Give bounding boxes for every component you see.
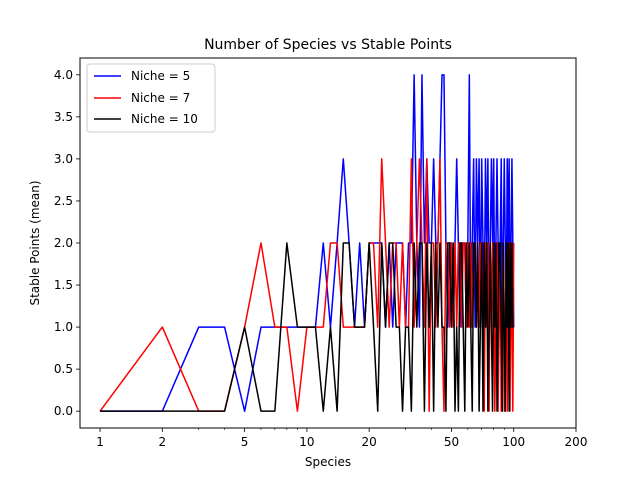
- y-tick-label: 2.5: [54, 194, 73, 208]
- y-axis-label: Stable Points (mean): [28, 180, 42, 305]
- x-tick-label: 5: [241, 435, 249, 449]
- series-line-niche-10: [100, 242, 514, 412]
- x-tick-label: 1: [96, 435, 104, 449]
- chart-title: Number of Species vs Stable Points: [204, 37, 452, 53]
- y-tick-label: 3.5: [54, 110, 73, 124]
- y-tick-label: 2.0: [54, 236, 73, 250]
- x-tick-label: 10: [299, 435, 314, 449]
- y-tick-label: 0.0: [54, 404, 73, 418]
- legend-label-niche-5: Niche = 5: [131, 69, 190, 83]
- y-axis-ticks: 0.0 0.5 1.0 1.5 2.0 2.5 3.0 3.5 4.0: [54, 68, 80, 418]
- x-axis-ticks: 1 2 5 10 20 50 100 200: [96, 428, 587, 449]
- y-tick-label: 1.5: [54, 278, 73, 292]
- x-tick-label: 20: [362, 435, 377, 449]
- x-tick-label: 2: [158, 435, 166, 449]
- x-axis-label: Species: [305, 455, 351, 469]
- legend: Niche = 5 Niche = 7 Niche = 10: [86, 63, 216, 133]
- y-tick-label: 4.0: [54, 68, 73, 82]
- legend-label-niche-7: Niche = 7: [131, 91, 190, 105]
- y-tick-label: 1.0: [54, 320, 73, 334]
- legend-box: [86, 63, 216, 133]
- x-tick-label: 100: [502, 435, 525, 449]
- plot-lines: [99, 74, 515, 412]
- y-tick-label: 3.0: [54, 152, 73, 166]
- x-tick-label: 50: [444, 435, 459, 449]
- y-tick-label: 0.5: [54, 362, 73, 376]
- x-tick-label: 200: [565, 435, 588, 449]
- legend-label-niche-10: Niche = 10: [131, 112, 198, 126]
